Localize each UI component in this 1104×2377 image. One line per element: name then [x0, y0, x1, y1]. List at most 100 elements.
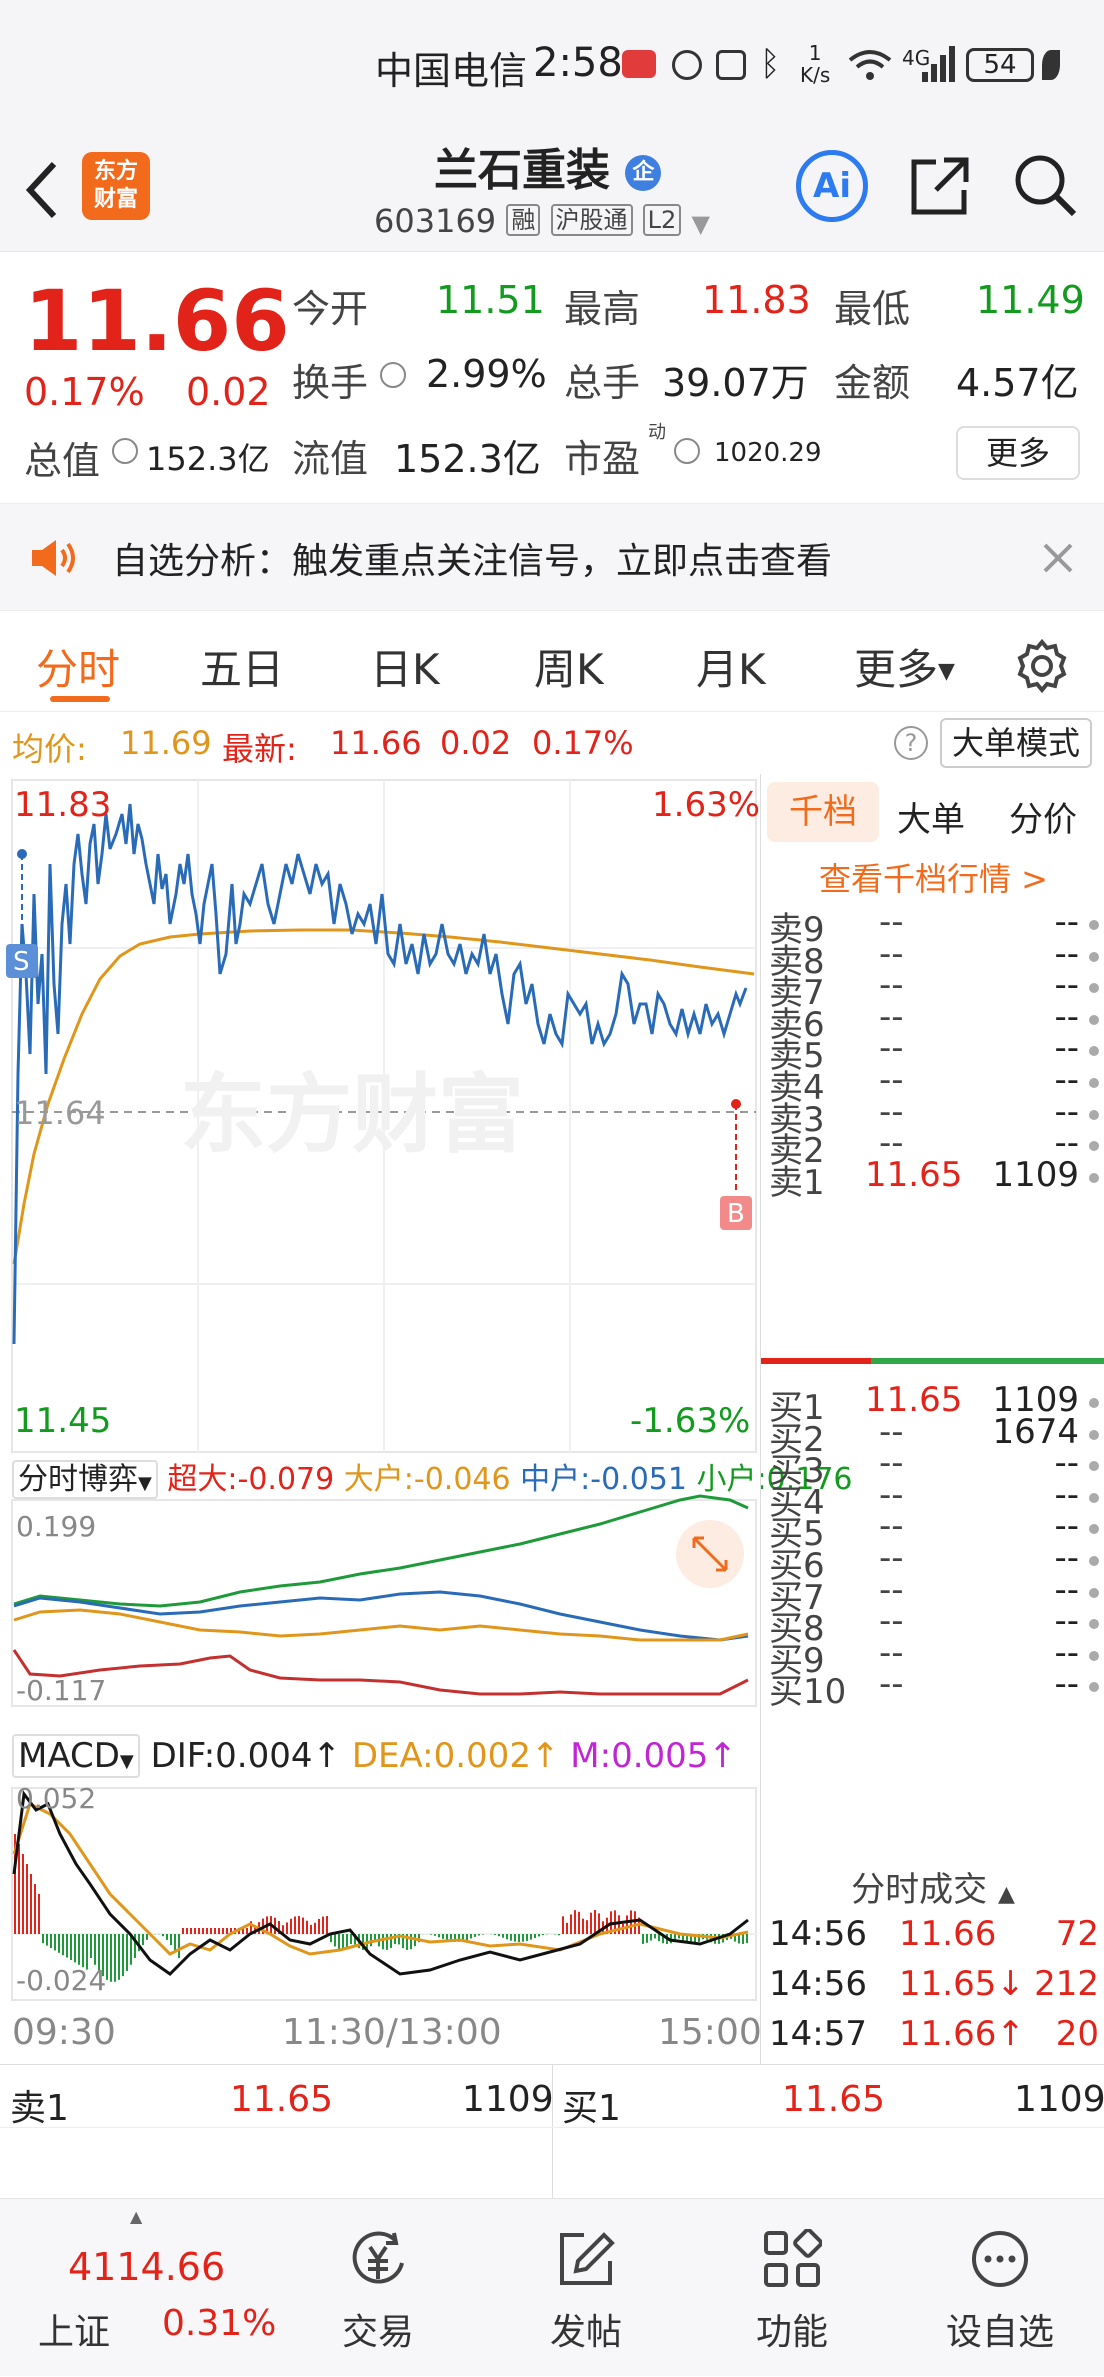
- tab-intraday[interactable]: 分时: [36, 636, 120, 697]
- change-amount: 0.02: [186, 370, 271, 414]
- macd-bar: [166, 1934, 168, 1940]
- bottom-right-vol: 1109: [1014, 2079, 1104, 2120]
- low-value: 11.49: [976, 278, 1085, 322]
- macd-bar: [246, 1928, 248, 1934]
- macd-bar: [94, 1934, 96, 1965]
- help-icon[interactable]: ?: [894, 726, 928, 760]
- book-tab-price[interactable]: 分价: [1009, 792, 1077, 841]
- macd-bar: [174, 1934, 176, 1951]
- tab-trade[interactable]: 交易: [278, 2199, 478, 2377]
- intraday-chart[interactable]: 东方财富 B S 11.83 1.63% 11.64 11.45 -1.63% …: [0, 774, 760, 2064]
- signal-notice[interactable]: 自选分析：触发重点关注信号，立即点击查看: [0, 503, 1104, 611]
- trade-volume: 20: [1056, 2014, 1099, 2054]
- tab-post[interactable]: 发帖: [486, 2199, 686, 2377]
- dot-icon: [1089, 1173, 1099, 1183]
- ai-button[interactable]: Ai: [796, 150, 868, 222]
- macd-bar: [430, 1934, 432, 1935]
- book-tab-thousand[interactable]: 千档: [767, 782, 879, 842]
- macd-bar: [410, 1934, 412, 1949]
- tab-functions[interactable]: 功能: [692, 2199, 892, 2377]
- index-ticker[interactable]: ▲ 4114.66 上证 0.31%: [0, 2199, 300, 2377]
- post-edit-icon: [556, 2229, 616, 2289]
- macd-bar: [382, 1934, 384, 1949]
- dot-icon: [1089, 1078, 1099, 1088]
- stock-name[interactable]: 兰石重装 企: [434, 134, 661, 198]
- macd-bar: [334, 1934, 336, 1946]
- tab-post-label: 发帖: [486, 2303, 686, 2355]
- notice-text: 自选分析：触发重点关注信号，立即点击查看: [112, 532, 832, 584]
- view-thousand-link[interactable]: 查看千档行情 >: [819, 854, 1048, 900]
- tab-daily-k[interactable]: 日K: [370, 636, 440, 697]
- status-bar: 中国电信 2:58 ᛒ 1 K/s 4G 54: [0, 0, 1104, 130]
- share-icon[interactable]: [908, 154, 972, 218]
- book-tab-big[interactable]: 大单: [897, 792, 965, 841]
- dot-icon: [1089, 1430, 1099, 1440]
- speaker-icon: [30, 538, 80, 578]
- tab-monthly-k[interactable]: 月K: [696, 636, 766, 697]
- flow-selector[interactable]: 分时博弈▼: [12, 1460, 158, 1499]
- macd-bar: [74, 1934, 76, 1962]
- macd-bar: [534, 1934, 536, 1938]
- macd-bar: [142, 1934, 144, 1945]
- macd-bar: [118, 1934, 120, 1980]
- tab-add-watchlist[interactable]: 设自选: [900, 2199, 1100, 2377]
- macd-bar: [222, 1928, 224, 1934]
- big-holder-line: [14, 1610, 748, 1640]
- clock: 2:58: [533, 40, 623, 86]
- super-value: -0.079: [238, 1462, 335, 1497]
- tab-5day[interactable]: 五日: [200, 636, 284, 697]
- macd-y-bottom: -0.024: [16, 1964, 106, 1997]
- dea-value: 0.002: [434, 1736, 531, 1776]
- trade-time: 14:57: [769, 2014, 867, 2054]
- index-name: 上证: [38, 2303, 110, 2355]
- info-icon: [674, 438, 700, 464]
- close-icon[interactable]: [1042, 542, 1074, 574]
- small-label: 小户:: [697, 1462, 767, 1497]
- y-axis-bottom: 11.45: [14, 1401, 111, 1441]
- caret-down-icon: ▼: [938, 659, 955, 684]
- tab-trade-label: 交易: [278, 2303, 478, 2355]
- macd-bar: [478, 1934, 480, 1935]
- macd-bar: [502, 1934, 504, 1938]
- super-label: 超大:: [167, 1462, 237, 1497]
- bid-ask-divider-green: [871, 1358, 1104, 1364]
- divider: [552, 2065, 553, 2199]
- macd-selector[interactable]: MACD▼: [12, 1734, 140, 1778]
- macd-bar: [106, 1934, 108, 1980]
- dea-label: DEA:: [352, 1736, 434, 1776]
- open-value: 11.51: [436, 278, 545, 322]
- float-label: 流值: [292, 428, 368, 483]
- tab-more-label: 更多: [854, 645, 938, 694]
- macd-bar: [442, 1934, 444, 1939]
- settings-gear-icon[interactable]: [1014, 638, 1070, 694]
- time-axis-end: 15:00: [658, 2012, 760, 2053]
- tab-weekly-k[interactable]: 周K: [534, 636, 604, 697]
- turnover-value: 2.99%: [426, 352, 547, 396]
- stock-code-row[interactable]: 603169 融 沪股通 L2 ▼: [374, 200, 710, 240]
- search-icon[interactable]: [1012, 152, 1078, 218]
- caret-down-icon: ▼: [138, 1473, 152, 1494]
- pe-label: 市盈: [564, 428, 640, 483]
- bid-row[interactable]: 买10----: [761, 1664, 1104, 1712]
- macd-bar: [90, 1934, 92, 1958]
- macd-bar: [494, 1934, 496, 1935]
- info-icon: [380, 362, 406, 388]
- trade-price: 11.65↓: [899, 1964, 1025, 2004]
- book-tab-thousand-label: 千档: [789, 792, 857, 832]
- big-order-mode-label: 大单模式: [952, 724, 1080, 762]
- trades-title[interactable]: 分时成交 ▲: [761, 1862, 1104, 1911]
- dif-value: 0.004: [215, 1736, 312, 1776]
- big-order-mode-button[interactable]: 大单模式: [940, 718, 1092, 768]
- macd-bar: [498, 1934, 500, 1936]
- bottom-tab-bar: ▲ 4114.66 上证 0.31% 交易 发帖 功能 设自选: [0, 2198, 1104, 2376]
- back-arrow-icon[interactable]: [22, 160, 62, 220]
- more-button[interactable]: 更多: [956, 426, 1080, 480]
- macd-bar: [586, 1920, 588, 1934]
- battery-icon: 54: [966, 48, 1034, 82]
- tab-more[interactable]: 更多▼: [854, 636, 955, 697]
- dot-icon: [1089, 952, 1099, 962]
- macd-bar: [214, 1928, 216, 1934]
- macd-bar: [742, 1934, 744, 1944]
- macd-bar: [302, 1918, 304, 1934]
